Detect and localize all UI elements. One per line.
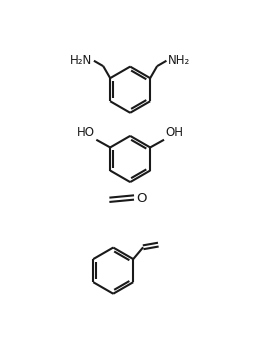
Text: O: O xyxy=(136,192,147,205)
Text: H₂N: H₂N xyxy=(70,54,92,67)
Text: HO: HO xyxy=(77,126,95,139)
Text: OH: OH xyxy=(166,126,184,139)
Text: NH₂: NH₂ xyxy=(168,54,190,67)
